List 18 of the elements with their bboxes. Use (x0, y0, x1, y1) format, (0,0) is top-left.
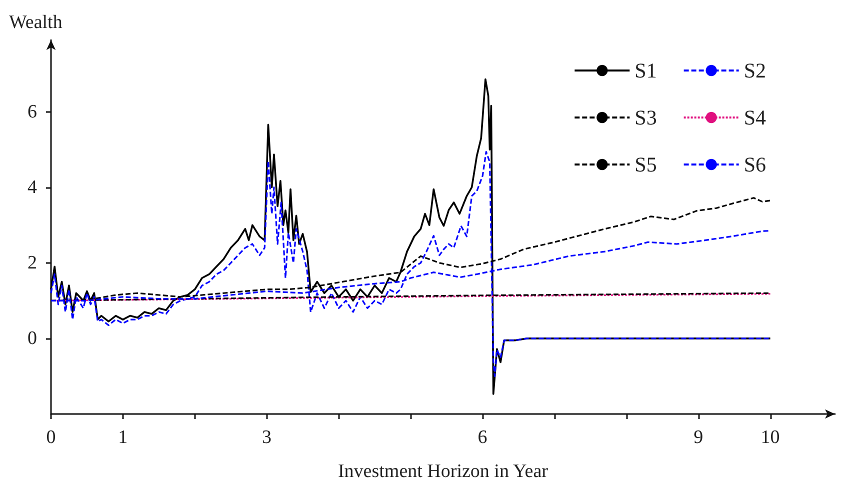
legend-label: S6 (744, 152, 766, 176)
x-tick-label: 0 (46, 427, 56, 448)
y-tick-label: 0 (28, 328, 37, 349)
x-tick-label: 9 (694, 427, 704, 448)
x-tick-label: 3 (262, 427, 272, 448)
y-tick-label: 2 (28, 252, 37, 274)
x-tick-label: 10 (760, 427, 780, 448)
y-tick-label: 4 (28, 176, 38, 198)
y-tick-label: 6 (28, 101, 37, 122)
x-axis-title: Investment Horizon in Year (338, 461, 549, 482)
legend-label: S3 (634, 106, 657, 130)
y-axis-title: Wealth (9, 12, 63, 33)
legend-label: S5 (634, 152, 657, 176)
legend-label: S1 (634, 58, 657, 82)
x-tick-label: 1 (118, 427, 128, 448)
legend-label: S2 (744, 58, 766, 82)
legend-label: S4 (744, 106, 766, 130)
x-tick-label: 6 (478, 427, 488, 448)
